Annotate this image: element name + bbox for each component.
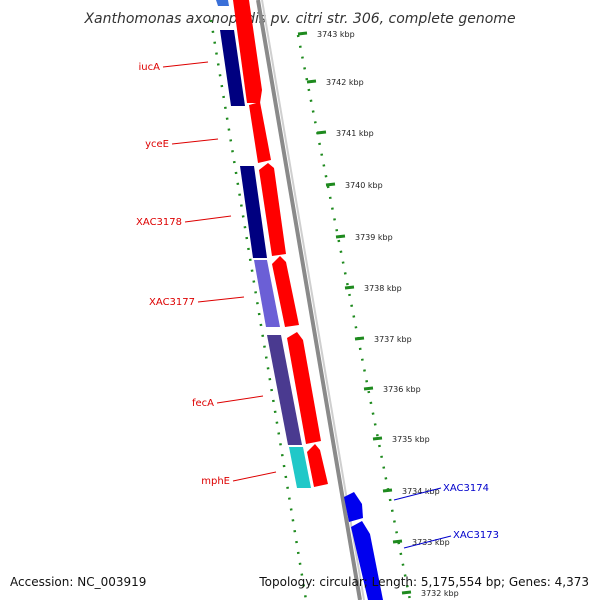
outer-dotted-ring [296, 34, 412, 600]
backbone-line [256, 0, 362, 600]
gene-label-fecA[interactable]: fecA [192, 398, 214, 409]
map-title: Xanthomonas axonopodis pv. citri str. 30… [83, 11, 515, 27]
feature-red-yceE [249, 102, 271, 163]
tick-mark [306, 79, 317, 84]
gene-leader-line [197, 296, 245, 303]
tick-label: 3738 kbp [364, 284, 402, 293]
tick-mark [297, 31, 308, 36]
tick-label: 3742 kbp [326, 78, 364, 87]
feature-red-fecA [287, 332, 321, 444]
gene-labels: iucA yceE XAC3178 XAC3177 fecA mphE XAC3174 XAC… [136, 61, 499, 549]
tick-mark [325, 182, 336, 187]
feature-red-3177 [272, 256, 299, 327]
tick-label: 3736 kbp [383, 385, 421, 394]
gene-label-mphE[interactable]: mphE [201, 476, 230, 487]
accession-label: Accession: NC_003919 [10, 575, 147, 589]
tick-label: 3739 kbp [355, 233, 393, 242]
gene-label-XAC3173[interactable]: XAC3173 [453, 530, 499, 541]
kbp-ticks: 3743 kbp 3742 kbp 3741 kbp 3740 kbp 3739 kbp… [297, 30, 459, 598]
gene-label-XAC3178[interactable]: XAC3178 [136, 217, 182, 228]
tick-mark [335, 234, 346, 239]
gene-label-yceE[interactable]: yceE [145, 139, 169, 150]
feature-XAC3177 [254, 260, 280, 327]
tick-mark [354, 336, 365, 341]
gene-leader-line [184, 215, 232, 223]
gene-leader-line [216, 395, 264, 404]
feature-XAC3173 [351, 521, 383, 600]
feature-fecA [267, 335, 302, 445]
gene-leader-line [171, 138, 219, 145]
tick-mark [344, 285, 355, 290]
tick-mark [401, 590, 412, 595]
feature-red-3178 [259, 163, 286, 256]
gene-leader-line [232, 471, 277, 482]
gene-label-XAC3177[interactable]: XAC3177 [149, 297, 195, 308]
tick-label: 3743 kbp [317, 30, 355, 39]
gene-leader-line [403, 535, 452, 549]
gene-leader-line [162, 61, 209, 68]
gene-label-iucA[interactable]: iucA [139, 62, 161, 73]
tick-label: 3734 kbp [402, 487, 440, 496]
feature-iucA [220, 30, 245, 106]
tick-mark [363, 386, 374, 391]
feature-red-top [233, 0, 262, 103]
tick-mark [372, 436, 383, 441]
gene-label-XAC3174[interactable]: XAC3174 [443, 483, 489, 494]
tick-label: 3737 kbp [374, 335, 412, 344]
forward-blue-features [344, 492, 383, 600]
tick-label: 3735 kbp [392, 435, 430, 444]
tick-label: 3741 kbp [336, 129, 374, 138]
tick-mark [316, 130, 327, 135]
feature-mphE [289, 447, 311, 488]
tick-mark [382, 488, 393, 493]
tick-ring-group [209, 19, 412, 600]
feature-red-mphE [307, 444, 328, 487]
feature-XAC3174 [344, 492, 363, 522]
tick-mark [392, 539, 403, 544]
gene-leader-line [393, 487, 442, 501]
tick-label: 3732 kbp [421, 589, 459, 598]
feature-blue-top [216, 0, 229, 6]
feature-XAC3178 [240, 166, 267, 258]
tick-label: 3740 kbp [345, 181, 383, 190]
genome-summary: Topology: circular; Length: 5,175,554 bp… [259, 575, 589, 589]
forward-strand-features [233, 0, 328, 487]
reverse-strand-features [216, 0, 311, 488]
tick-label: 3733 kbp [412, 538, 450, 547]
